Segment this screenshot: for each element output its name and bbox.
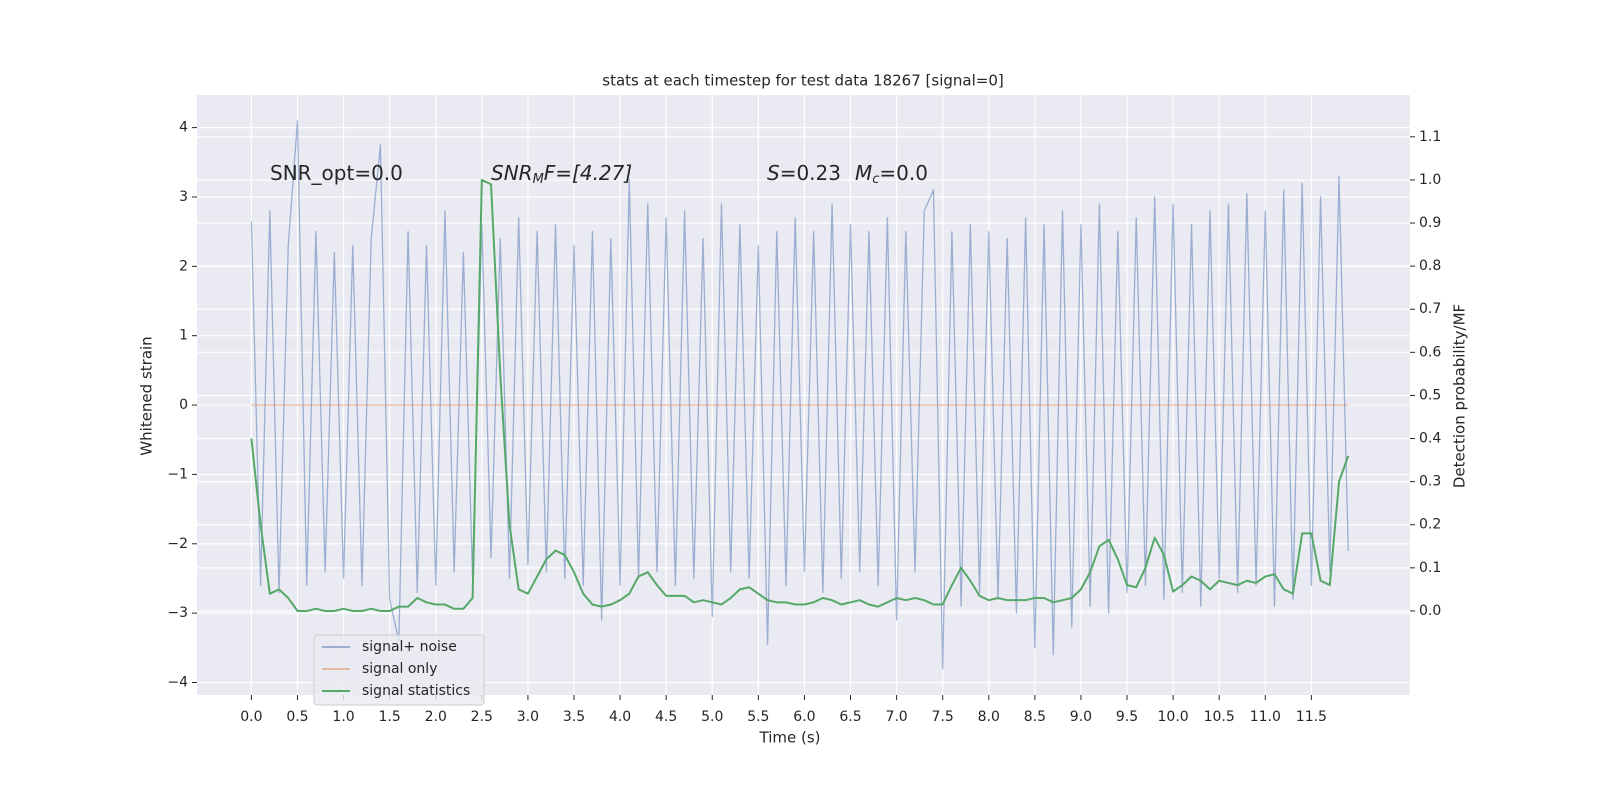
x-tick-label: 9.5 [1116,709,1138,725]
annotation: SNR_opt=0.0 [270,161,403,185]
y-axis-label: Whitened strain [138,336,156,455]
x-tick-label: 2.0 [425,709,447,725]
y2-tick-label: 1.0 [1419,172,1441,188]
y-tick-label: −3 [167,605,188,621]
x-tick-label: 10.5 [1204,709,1235,725]
x-tick-label: 8.5 [1024,709,1046,725]
series-line [250,178,1350,612]
legend: signal+ noise signal only signal statistic… [313,634,485,706]
y-tick-label: 3 [179,189,188,205]
annotation-part: S [767,161,780,185]
annotation-part: M [533,172,544,187]
series-line [250,120,1349,670]
chart-title: stats at each timestep for test data 182… [602,72,1003,90]
legend-label: signal only [362,661,437,677]
annotation-part: =0.0 [879,161,928,185]
x-tick-label: 11.5 [1296,709,1327,725]
y-tick-label: −4 [167,675,188,691]
y-tick-label: 0 [179,397,188,413]
y2-tick-label: 0.4 [1419,431,1441,447]
annotation-part: F=[4.27] [544,161,632,185]
y2-tick-label: 0.9 [1419,215,1441,231]
legend-label: signal+ noise [362,639,457,655]
x-tick-label: 1.0 [332,709,354,725]
y2-tick-label: 0.1 [1419,560,1441,576]
x-tick-label: 4.5 [655,709,677,725]
x-tick-label: 7.5 [932,709,954,725]
y2-tick-label: 0.0 [1419,603,1441,619]
annotation-part: SNR [491,161,533,185]
x-tick-label: 3.5 [563,709,585,725]
annotation-part: =0.23 [780,161,841,185]
x-tick-label: 9.0 [1070,709,1092,725]
y-tick-label: −1 [167,466,188,482]
x-tick-label: 0.5 [286,709,308,725]
annotation-part: c [872,172,879,187]
x-tick-label: 1.5 [379,709,401,725]
x-tick-label: 6.5 [839,709,861,725]
annotation: SNRMF=[4.27] [491,161,632,187]
x-tick-label: 11.0 [1250,709,1281,725]
legend-label: signal statistics [362,683,470,699]
y-tick-label: 1 [179,328,188,344]
x-tick-label: 0.0 [240,709,262,725]
y2-tick-label: 0.3 [1419,474,1441,490]
y-tick-label: −2 [167,536,188,552]
x-axis-label: Time (s) [759,729,821,747]
x-tick-label: 5.5 [747,709,769,725]
y2-tick-label: 0.7 [1419,301,1441,317]
x-tick-label: 4.0 [609,709,631,725]
marks [250,120,1350,670]
legend-box [313,634,485,706]
annotation-part: M [855,161,872,185]
y-tick-label: 4 [179,120,188,136]
x-tick-label: 6.0 [793,709,815,725]
annotation-part: SNR_opt=0.0 [270,161,403,185]
y2-tick-label: 0.8 [1419,258,1441,274]
x-tick-label: 10.0 [1158,709,1189,725]
y2-tick-label: 0.2 [1419,517,1441,533]
grid [192,95,1415,700]
y2-tick-label: 0.6 [1419,344,1441,360]
y-tick-label: 2 [179,258,188,274]
x-tick-label: 7.0 [885,709,907,725]
y2-axis-label: Detection probability/MF [1451,304,1469,488]
x-tick-label: 3.0 [517,709,539,725]
y2-tick-label: 1.1 [1419,129,1441,145]
y2-tick-label: 0.5 [1419,387,1441,403]
x-tick-label: 2.5 [471,709,493,725]
annotation: S=0.23 Mc=0.0 [767,161,928,187]
x-tick-label: 5.0 [701,709,723,725]
x-tick-label: 8.0 [978,709,1000,725]
